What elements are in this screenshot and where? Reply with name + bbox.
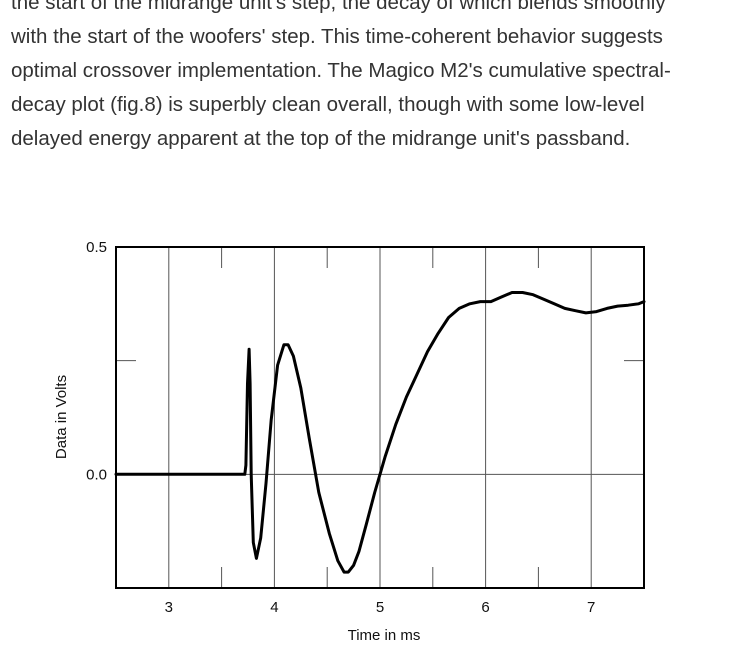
x-tick-label: 5 <box>376 599 384 616</box>
step-response-chart: 3 4 5 6 7 0.0 0.5 Time in ms Data in Volts <box>53 239 646 644</box>
y-tick-label: 0.5 <box>86 239 107 256</box>
chart-figure: 3 4 5 6 7 0.0 0.5 Time in ms Data in Volts <box>0 200 749 651</box>
article-paragraph: the start of the midrange unit's step, t… <box>11 0 741 156</box>
grid-layer <box>116 247 644 588</box>
article-line: delayed energy apparent at the top of th… <box>11 127 631 150</box>
x-tick-label: 6 <box>481 599 489 616</box>
article-line: with the start of the woofers' step. Thi… <box>11 25 663 48</box>
tick-label-layer: 3 4 5 6 7 0.0 0.5 <box>86 239 595 616</box>
series-line <box>114 291 646 574</box>
series-layer <box>114 291 646 574</box>
article-line: decay plot (fig.8) is superbly clean ove… <box>11 93 645 116</box>
plot-frame <box>115 246 645 589</box>
y-axis-label: Data in Volts <box>53 375 70 459</box>
tick-mark-layer <box>116 247 644 588</box>
article-line: the start of the midrange unit's step, t… <box>11 0 666 14</box>
x-axis-label: Time in ms <box>348 627 421 644</box>
x-tick-label: 7 <box>587 599 595 616</box>
x-tick-label: 3 <box>165 599 173 616</box>
article-text: the start of the midrange unit's step, t… <box>11 0 741 156</box>
x-tick-label: 4 <box>270 599 278 616</box>
article-line: optimal crossover implementation. The Ma… <box>11 59 671 82</box>
y-tick-label: 0.0 <box>86 466 107 483</box>
